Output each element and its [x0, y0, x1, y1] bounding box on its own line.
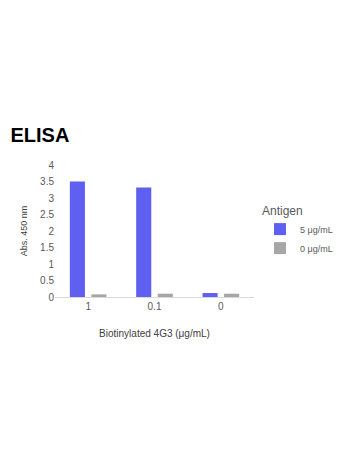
- svg-text:0: 0: [218, 301, 224, 312]
- svg-text:ELISA: ELISA: [11, 124, 70, 146]
- svg-text:Biotinylated 4G3 (μg/mL): Biotinylated 4G3 (μg/mL): [99, 328, 210, 339]
- svg-text:1.5: 1.5: [40, 242, 54, 253]
- svg-text:0: 0: [48, 292, 54, 303]
- svg-text:1: 1: [85, 301, 91, 312]
- svg-text:3.5: 3.5: [40, 176, 54, 187]
- svg-text:3: 3: [48, 193, 54, 204]
- svg-text:2.5: 2.5: [40, 209, 54, 220]
- svg-text:0 μg/mL: 0 μg/mL: [300, 244, 333, 254]
- svg-text:2: 2: [48, 226, 54, 237]
- svg-text:0.5: 0.5: [40, 275, 54, 286]
- svg-text:0.1: 0.1: [148, 301, 162, 312]
- svg-text:5 μg/mL: 5 μg/mL: [300, 225, 333, 235]
- svg-text:Abs. 450 nm: Abs. 450 nm: [19, 206, 29, 257]
- svg-text:Antigen: Antigen: [262, 204, 303, 218]
- svg-text:4: 4: [48, 160, 54, 171]
- svg-text:1: 1: [48, 259, 54, 270]
